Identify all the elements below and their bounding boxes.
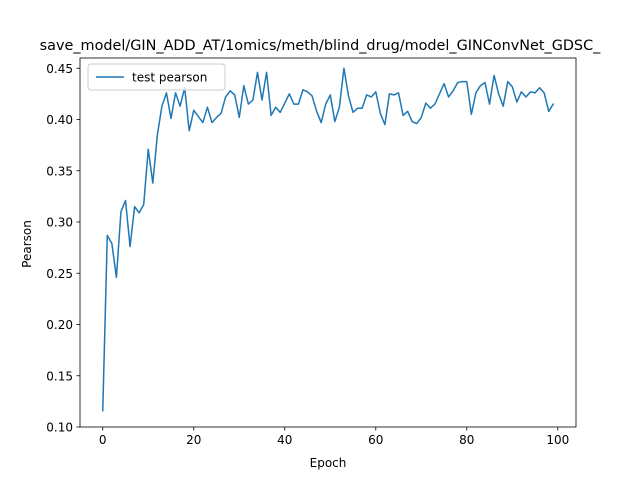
- y-tick-label: 0.40: [46, 113, 73, 127]
- y-tick-label: 0.10: [46, 421, 73, 435]
- y-tick-label: 0.30: [46, 216, 73, 230]
- x-tick-label: 60: [368, 433, 383, 447]
- y-tick-label: 0.35: [46, 164, 73, 178]
- y-axis: 0.10 0.15 0.20 0.25 0.30 0.35 0.40 0.45: [46, 62, 80, 435]
- legend: test pearson: [87, 63, 226, 91]
- x-tick-label: 100: [546, 433, 569, 447]
- x-tick-label: 20: [186, 433, 201, 447]
- series-line-0: [101, 67, 555, 412]
- chart-title: save_model/GIN_ADD_AT/1omics/meth/blind_…: [40, 38, 601, 54]
- x-tick-label: 80: [459, 433, 474, 447]
- plot-frame: [79, 57, 577, 428]
- y-tick-label: 0.45: [46, 62, 73, 76]
- legend-box: [87, 63, 226, 91]
- y-tick-label: 0.20: [46, 318, 73, 332]
- legend-label: test pearson: [132, 71, 207, 85]
- y-axis-label: Pearson: [20, 220, 34, 268]
- plot-area: [79, 57, 577, 428]
- y-tick-label: 0.15: [46, 369, 73, 383]
- x-tick-label: 40: [277, 433, 292, 447]
- y-tick-label: 0.25: [46, 267, 73, 281]
- x-tick-label: 0: [99, 433, 107, 447]
- x-axis-label: Epoch: [310, 456, 347, 470]
- x-axis: 0 20 40 60 80 100: [99, 427, 569, 447]
